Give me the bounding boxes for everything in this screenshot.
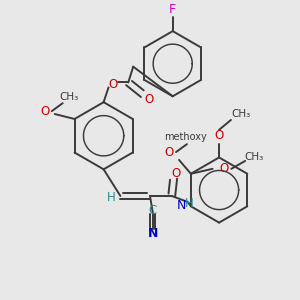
Text: O: O bbox=[40, 105, 50, 118]
Text: methoxy: methoxy bbox=[165, 132, 207, 142]
Text: O: O bbox=[220, 162, 229, 175]
Text: H: H bbox=[185, 197, 194, 210]
Text: CH₃: CH₃ bbox=[59, 92, 78, 102]
Text: O: O bbox=[164, 146, 174, 158]
Text: H: H bbox=[107, 191, 116, 204]
Text: CH₃: CH₃ bbox=[231, 109, 250, 119]
Text: O: O bbox=[214, 129, 224, 142]
Text: O: O bbox=[109, 78, 118, 91]
Text: N: N bbox=[177, 199, 186, 212]
Text: C: C bbox=[149, 204, 157, 217]
Text: CH₃: CH₃ bbox=[244, 152, 264, 162]
Text: F: F bbox=[169, 3, 176, 16]
Text: O: O bbox=[144, 93, 154, 106]
Text: N: N bbox=[148, 227, 158, 240]
Text: O: O bbox=[171, 167, 180, 180]
